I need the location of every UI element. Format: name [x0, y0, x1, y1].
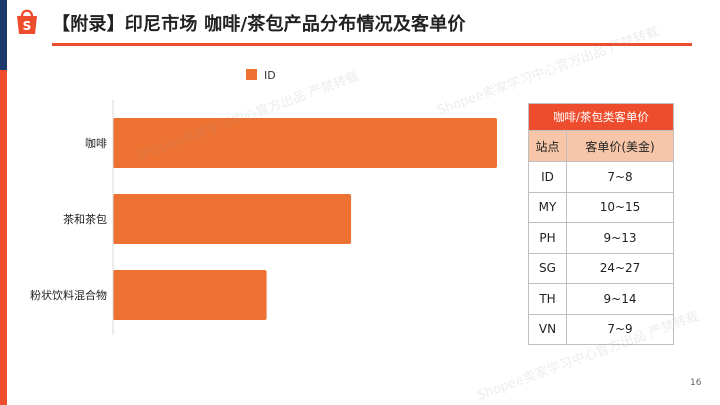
shopee-bag-icon: S: [17, 9, 37, 34]
page-title: 【附录】印尼市场 咖啡/茶包产品分布情况及客单价: [52, 14, 466, 35]
left-stripe-dark-segment: [0, 0, 7, 70]
table-row: SG 24~27: [528, 252, 674, 284]
table-cell-site: TH: [528, 283, 567, 315]
svg-text:S: S: [23, 19, 32, 33]
table-cell-site: SG: [528, 252, 567, 284]
table-row: PH 9~13: [528, 222, 674, 254]
table-cell-site: MY: [528, 191, 567, 223]
table-cell-site: VN: [528, 313, 567, 345]
table-cell-price: 10~15: [566, 191, 674, 223]
table-cell-site: ID: [528, 161, 567, 193]
price-table: 咖啡/茶包类客单价 站点 客单价(美金) ID 7~8 MY 10~15 PH 9~13 S…: [528, 103, 674, 345]
table-cell-price: 9~13: [566, 222, 674, 254]
legend-label: ID: [264, 69, 276, 82]
page-number: 16: [690, 378, 702, 388]
left-accent-stripe: [0, 0, 7, 405]
table-header-row: 站点 客单价(美金): [528, 130, 674, 162]
table-row: MY 10~15: [528, 191, 674, 223]
table-cell-site: PH: [528, 222, 567, 254]
category-label: 粉状饮料混合物: [30, 288, 107, 302]
table-title: 咖啡/茶包类客单价: [528, 103, 674, 131]
bar: [113, 118, 497, 168]
table-title-row: 咖啡/茶包类客单价: [528, 103, 674, 131]
category-label: 咖啡: [85, 136, 107, 150]
title-underline: [52, 43, 692, 46]
category-label: 茶和茶包: [63, 213, 107, 226]
table-cell-price: 9~14: [566, 283, 674, 315]
legend-swatch: [246, 69, 257, 80]
table-header-site: 站点: [528, 130, 567, 162]
table-header-price: 客单价(美金): [566, 130, 674, 162]
table-row: VN 7~9: [528, 313, 674, 345]
table-row: TH 9~14: [528, 283, 674, 315]
table-cell-price: 7~8: [566, 161, 674, 193]
table-cell-price: 7~9: [566, 313, 674, 345]
bar: [113, 194, 352, 244]
table-row: ID 7~8: [528, 161, 674, 193]
table-cell-price: 24~27: [566, 252, 674, 284]
bar: [113, 270, 267, 320]
